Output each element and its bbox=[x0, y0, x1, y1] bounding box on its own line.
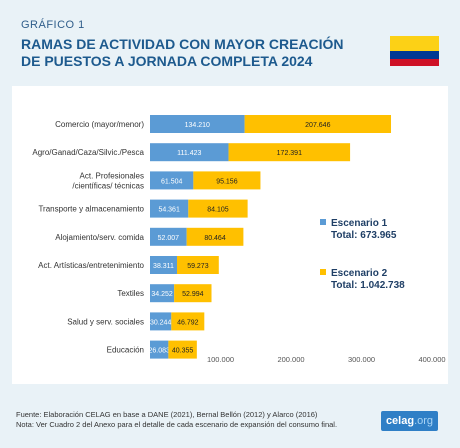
x-tick-label: 200.000 bbox=[277, 355, 304, 364]
bar-escenario-2 bbox=[186, 227, 244, 246]
data-label: 84.105 bbox=[207, 207, 229, 214]
bar-escenario-1 bbox=[150, 227, 187, 246]
data-label: 40.355 bbox=[172, 348, 194, 355]
bar-escenario-2 bbox=[244, 115, 392, 133]
data-label: 172.391 bbox=[277, 150, 302, 157]
stacked-bar-chart: Comercio (mayor/menor) 134.210 207.646 Agro… bbox=[32, 115, 446, 364]
data-label: 59.273 bbox=[187, 263, 209, 270]
category-label: Educación bbox=[107, 346, 144, 355]
data-label: 30.244 bbox=[150, 319, 172, 326]
bar-escenario-1 bbox=[150, 199, 189, 218]
legend-total: Total: 1.042.738 bbox=[331, 280, 405, 291]
logo-suffix: .org bbox=[414, 415, 434, 427]
data-label: 61.504 bbox=[161, 178, 183, 185]
data-label: 111.423 bbox=[177, 150, 201, 157]
bar-escenario-2 bbox=[193, 171, 261, 190]
data-label: 80.464 bbox=[204, 235, 226, 242]
category-label: Comercio (mayor/menor) bbox=[55, 120, 144, 129]
legend-name: Escenario 2 bbox=[331, 268, 388, 279]
chart-title: RAMAS DE ACTIVIDAD CON MAYOR CREACIÓN DE… bbox=[21, 36, 344, 69]
data-label: 54.361 bbox=[158, 207, 180, 214]
category-label-line: Comercio (mayor/menor) bbox=[55, 120, 144, 129]
data-label: 46.792 bbox=[177, 319, 199, 326]
category-label: Act. Profesionales/científicas/ técnicas bbox=[72, 171, 144, 190]
bar-escenario-2 bbox=[171, 312, 205, 331]
category-label: Textiles bbox=[117, 289, 144, 298]
bar-escenario-2 bbox=[188, 199, 248, 218]
data-label: 38.311 bbox=[153, 263, 174, 270]
category-label-line: Transporte y almacenamiento bbox=[38, 205, 144, 214]
bar-escenario-2 bbox=[174, 284, 212, 303]
x-tick-label: 300.000 bbox=[348, 355, 375, 364]
category-label: Act. Artísticas/entretenimiento bbox=[38, 261, 144, 270]
bar-escenario-1 bbox=[150, 284, 175, 303]
data-label: 52.994 bbox=[182, 291, 204, 298]
category-label: Transporte y almacenamiento bbox=[38, 205, 144, 214]
footer-note: Nota: Ver Cuadro 2 del Anexo para el det… bbox=[16, 420, 338, 429]
bar-escenario-2 bbox=[177, 256, 219, 274]
bar-escenario-1 bbox=[150, 115, 245, 133]
bar-escenario-2 bbox=[168, 340, 197, 359]
bar-escenario-1 bbox=[150, 143, 229, 162]
data-label: 52.007 bbox=[158, 235, 180, 242]
category-label-line: Act. Artísticas/entretenimiento bbox=[38, 261, 144, 270]
chart-kicker: GRÁFICO 1 bbox=[21, 19, 85, 31]
category-label-line: Act. Profesionales bbox=[80, 171, 144, 180]
category-label-line: Salud y serv. sociales bbox=[67, 317, 144, 326]
x-tick-label: 400.000 bbox=[418, 355, 445, 364]
footer-notes: Fuente: Elaboración CELAG en base a DANE… bbox=[16, 410, 376, 430]
celag-logo[interactable]: celag.org bbox=[381, 411, 438, 431]
category-label: Salud y serv. sociales bbox=[67, 317, 144, 326]
bar-escenario-1 bbox=[150, 171, 194, 190]
category-label-line: /científicas/ técnicas bbox=[72, 181, 144, 190]
colombia-flag-icon bbox=[390, 36, 439, 66]
category-label: Agro/Ganad/Caza/Silvic./Pesca bbox=[32, 148, 144, 157]
category-label-line: Agro/Ganad/Caza/Silvic./Pesca bbox=[32, 148, 144, 157]
data-label: 95.156 bbox=[216, 178, 238, 185]
logo-main: celag bbox=[385, 415, 415, 427]
data-label: 26.083 bbox=[148, 348, 170, 355]
category-label-line: Educación bbox=[107, 346, 144, 355]
x-tick-label: 100.000 bbox=[207, 355, 234, 364]
legend-swatch bbox=[320, 269, 326, 275]
footer-source: Fuente: Elaboración CELAG en base a DANE… bbox=[16, 410, 318, 419]
bar-escenario-1 bbox=[150, 312, 172, 331]
legend-name: Escenario 1 bbox=[331, 218, 388, 229]
data-label: 134.210 bbox=[185, 122, 210, 129]
bar-escenario-1 bbox=[150, 340, 169, 359]
category-label-line: Alojamiento/serv. comida bbox=[55, 233, 144, 242]
bar-escenario-2 bbox=[228, 143, 351, 162]
bar-escenario-1 bbox=[150, 256, 178, 274]
data-label: 207.646 bbox=[305, 122, 330, 129]
data-label: 34.252 bbox=[151, 291, 173, 298]
category-label-line: Textiles bbox=[117, 289, 144, 298]
legend-swatch bbox=[320, 219, 326, 225]
legend-total: Total: 673.965 bbox=[331, 230, 397, 241]
category-label: Alojamiento/serv. comida bbox=[55, 233, 144, 242]
